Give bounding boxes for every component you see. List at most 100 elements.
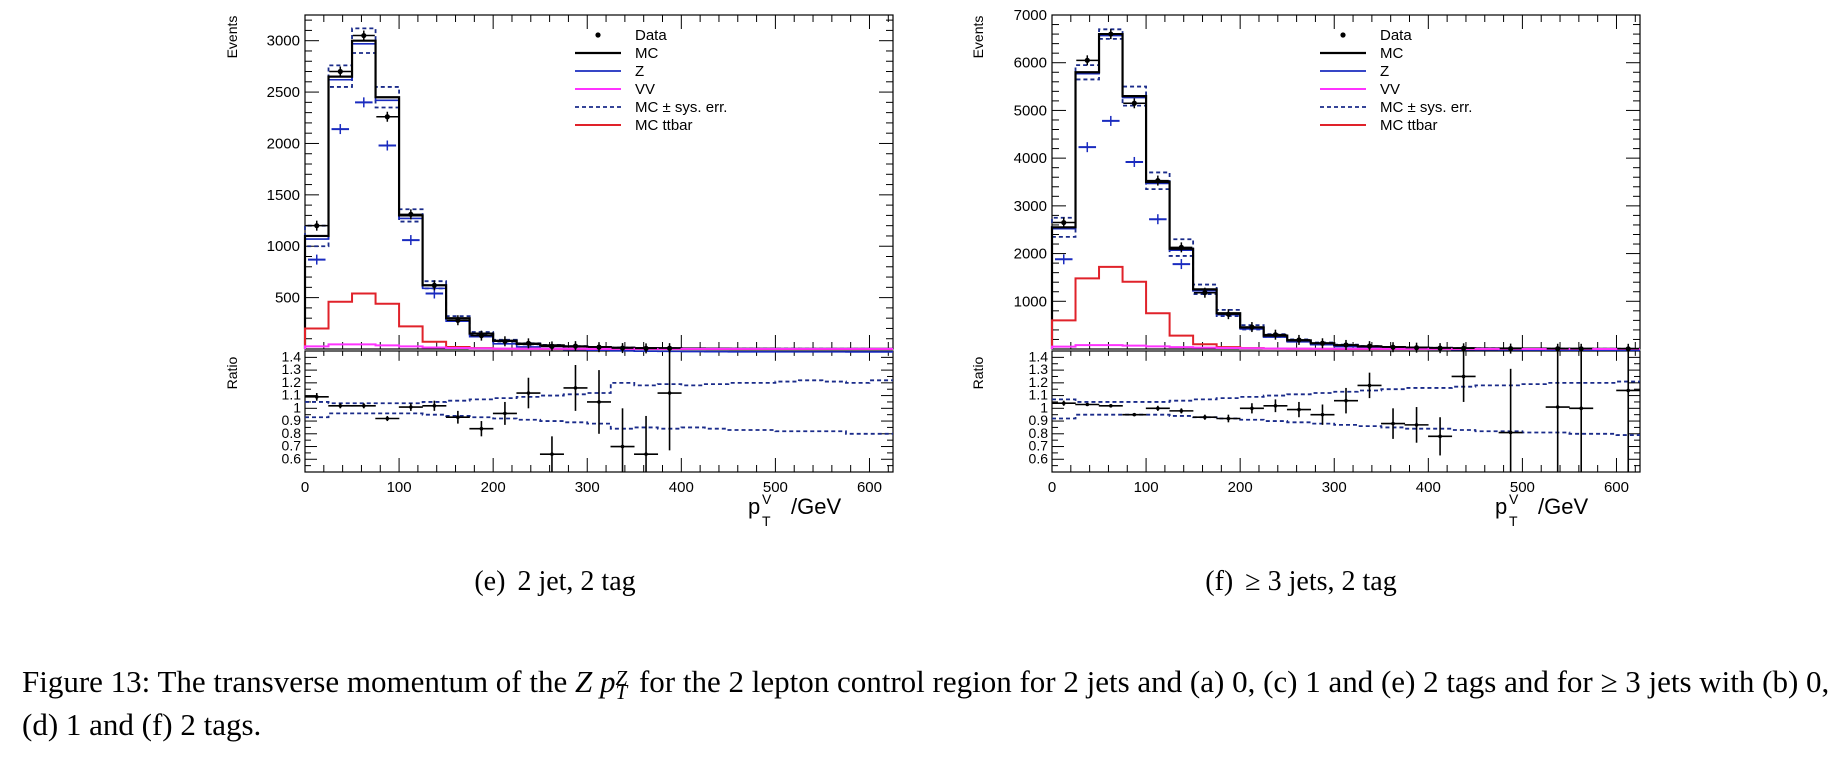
x-tick-label: 100: [1134, 479, 1159, 496]
data-point: [666, 345, 673, 351]
y-axis-label: Events: [970, 16, 986, 59]
data-point: [431, 282, 437, 288]
legend-label: MC ± sys. err.: [635, 99, 727, 116]
data-point: [384, 114, 390, 120]
ratio-point: [1179, 409, 1184, 413]
legend-label: Data: [1380, 27, 1412, 44]
y-tick-label: 1000: [1014, 293, 1047, 310]
legend-marker-data: [1340, 32, 1346, 38]
data-point: [1155, 177, 1161, 184]
caption-p-sub: T: [615, 679, 628, 704]
x-tick-label: 200: [481, 479, 506, 496]
x-tick-label: 500: [1510, 479, 1535, 496]
data-point: [1202, 290, 1208, 296]
ratio-tick-label: 1.4: [282, 348, 302, 364]
x-tick-label: 600: [1604, 479, 1629, 496]
panel-e: 0 100 200 300 400 500 600 500 1000 1500 2000 2500 30…: [224, 14, 894, 597]
data-point: [455, 317, 461, 323]
ratio-tick-label: 1: [293, 399, 301, 415]
data-point: [478, 333, 484, 339]
data-point: [525, 340, 532, 346]
ratio-point: [1344, 398, 1348, 403]
data-point: [1084, 57, 1090, 63]
main-plot-frame: [304, 14, 894, 350]
data-point: [596, 344, 602, 350]
ratio-point: [1579, 406, 1583, 411]
legend-label: MC ttbar: [1380, 117, 1438, 134]
data-point: [1343, 342, 1349, 348]
x-tick-label: 300: [575, 479, 600, 496]
data-point: [1131, 100, 1137, 106]
ratio-tick-label: 1.1: [282, 387, 302, 403]
ratio-tick-label: 1.4: [1029, 348, 1049, 364]
y-tick-label: 1000: [267, 238, 300, 255]
y-tick-label: 500: [275, 290, 300, 307]
subcaption-text: 2 jet, 2 tag: [517, 566, 635, 597]
legend-label: MC ± sys. err.: [1380, 99, 1472, 116]
y-axis-label: Events: [224, 16, 240, 59]
ratio-point: [644, 452, 648, 456]
legend-label: VV: [1380, 81, 1400, 98]
x-axis-label-main: p: [748, 494, 760, 519]
data-point: [1390, 344, 1396, 350]
subcaption-label: (e): [474, 566, 505, 597]
data-point: [1555, 346, 1561, 352]
x-axis-label-main: p: [1495, 494, 1507, 519]
mc-sys-down-line: [1051, 37, 1640, 350]
y-tick-label: 2000: [267, 135, 300, 152]
data-point: [1225, 311, 1231, 317]
x-tick-label: 500: [763, 479, 788, 496]
data-point: [1625, 346, 1631, 352]
data-point: [1272, 332, 1279, 338]
data-point: [361, 32, 367, 39]
y-tick-label: 3000: [267, 33, 300, 50]
y-tick-label: 2500: [267, 84, 300, 101]
ratio-plot-frame: [1051, 350, 1641, 473]
mc-histogram: [1050, 32, 1640, 350]
ratio-point: [1061, 401, 1066, 406]
x-tick-label: 300: [1322, 479, 1347, 496]
y-tick-label: 6000: [1014, 55, 1047, 72]
legend-label: MC ttbar: [635, 117, 693, 134]
ratio-point: [1109, 403, 1113, 408]
ratio-tick-label: 1: [1040, 399, 1048, 415]
ratio-point: [338, 403, 343, 408]
data-point: [1296, 337, 1302, 343]
ratio-tick-label: 1.1: [1029, 387, 1049, 403]
ratio-point: [1555, 405, 1560, 409]
x-axis-label-sup: V: [762, 491, 772, 507]
data-point: [1578, 346, 1584, 352]
data-point: [1508, 346, 1514, 352]
ratio-point: [667, 391, 672, 395]
y-tick-label: 2000: [1014, 246, 1047, 263]
caption-p-symbol: p: [600, 664, 616, 699]
ratio-point: [1414, 423, 1419, 427]
ratio-point: [1391, 421, 1395, 426]
x-tick-label: 0: [301, 479, 309, 496]
subcaption: (e) 2 jet, 2 tag: [474, 566, 635, 597]
main-plot-frame: [1051, 14, 1641, 350]
ratio-tick-label: 0.7: [1029, 438, 1049, 454]
x-axis-label-unit: /GeV: [791, 494, 841, 519]
ratio-point: [573, 386, 578, 390]
ratio-axis-label: Ratio: [970, 356, 986, 389]
ratio-point: [1226, 416, 1231, 421]
ratio-point: [1203, 415, 1207, 420]
data-point: [1178, 244, 1184, 250]
ratio-point: [1156, 406, 1160, 411]
ratio-sys-up-line: [1052, 380, 1640, 403]
legend-label: Data: [635, 27, 667, 44]
ratio-point: [1626, 388, 1631, 393]
ratio-point: [479, 426, 484, 431]
x-tick-label: 200: [1228, 479, 1253, 496]
ratio-point: [550, 452, 554, 456]
ratio-point: [362, 403, 366, 408]
ratio-tick-label: 0.7: [282, 438, 302, 454]
data-point: [1413, 345, 1420, 351]
caption-z-symbol: Z: [575, 664, 593, 699]
legend-label: MC: [635, 45, 658, 62]
data-point: [619, 345, 626, 351]
legend-label: Z: [635, 63, 644, 80]
ratio-point: [526, 391, 531, 395]
x-tick-label: 600: [857, 479, 882, 496]
